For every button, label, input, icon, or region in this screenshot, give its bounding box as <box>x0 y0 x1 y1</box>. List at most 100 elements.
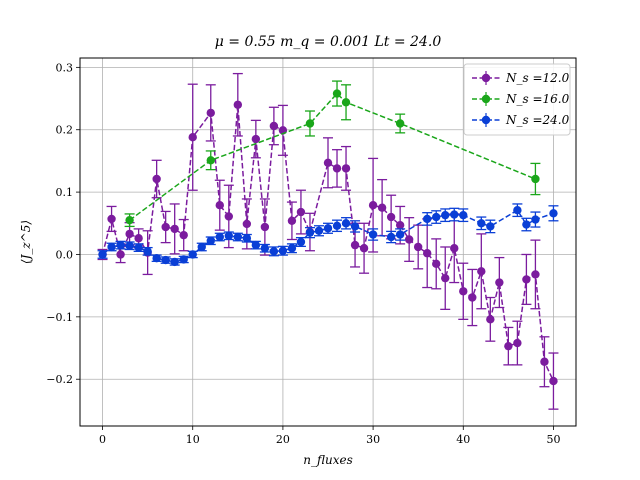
legend-marker <box>481 115 491 125</box>
data-point <box>134 234 143 243</box>
data-point <box>296 237 306 247</box>
data-point <box>269 247 279 256</box>
data-point <box>395 220 405 230</box>
data-point <box>116 240 125 250</box>
tick-layer: 0 10 20 30 40 50 −0.2 −0.1 0.0 0.1 0.2 0.3 <box>46 61 560 446</box>
series-0 <box>97 72 559 410</box>
data-point <box>341 98 351 107</box>
data-point <box>296 207 306 217</box>
legend-entry-0: N_s =12.0 <box>472 71 570 85</box>
data-point <box>441 273 450 283</box>
data-point <box>242 219 252 229</box>
data-point <box>98 250 107 259</box>
data-point <box>224 231 233 240</box>
data-point <box>143 247 152 256</box>
series-layer <box>97 72 559 410</box>
data-point <box>152 174 161 184</box>
data-point <box>377 203 387 212</box>
data-point <box>423 249 432 258</box>
data-point <box>287 244 297 253</box>
data-point <box>432 212 441 222</box>
y-tick-label: −0.1 <box>46 311 73 324</box>
data-point <box>188 250 197 259</box>
legend-label: N_s =16.0 <box>505 92 570 106</box>
x-axis-label: n_fluxes <box>303 453 353 467</box>
data-point <box>260 244 270 253</box>
data-point <box>134 243 143 252</box>
legend-entry-1: N_s =16.0 <box>472 92 570 106</box>
legend-label: N_s =24.0 <box>505 113 570 127</box>
data-point <box>386 232 396 242</box>
data-point <box>341 164 351 173</box>
data-point <box>332 89 342 98</box>
data-point <box>486 315 495 324</box>
legend-marker <box>481 94 491 104</box>
data-point <box>233 100 243 109</box>
x-tick-label: 0 <box>99 433 106 446</box>
chart-title: μ = 0.55 m_q = 0.001 Lt = 24.0 <box>215 34 442 50</box>
data-point <box>350 240 360 250</box>
data-point <box>161 255 170 265</box>
data-point <box>188 133 197 142</box>
x-tick-label: 50 <box>546 433 560 446</box>
data-point <box>206 236 215 245</box>
data-point <box>450 244 459 253</box>
data-point <box>540 357 549 366</box>
data-point <box>269 121 279 131</box>
data-point <box>468 293 477 302</box>
data-point <box>251 240 261 250</box>
data-point <box>179 230 188 240</box>
data-point <box>350 222 360 231</box>
data-point <box>495 278 504 287</box>
data-point <box>314 226 324 235</box>
data-point <box>459 210 468 220</box>
legend-label: N_s =12.0 <box>505 71 570 85</box>
data-point <box>504 341 513 351</box>
data-point <box>116 250 125 259</box>
y-tick-label: −0.2 <box>46 373 73 386</box>
data-point <box>531 174 540 184</box>
data-point <box>386 212 396 222</box>
data-point <box>413 242 423 252</box>
data-point <box>305 119 315 128</box>
data-point <box>107 242 116 252</box>
data-point <box>323 158 333 167</box>
data-point <box>459 287 468 296</box>
data-point <box>513 338 522 348</box>
data-point <box>323 224 333 233</box>
data-point <box>161 222 170 232</box>
data-point <box>197 242 206 252</box>
data-point <box>215 201 224 210</box>
data-point <box>206 156 215 165</box>
data-point <box>287 216 297 225</box>
data-point <box>404 235 414 244</box>
data-point <box>368 201 378 210</box>
data-point <box>170 224 179 234</box>
data-point <box>531 270 540 279</box>
data-point <box>278 246 288 255</box>
y-axis-label: ⟨J_z^5⟩ <box>19 220 33 264</box>
data-point <box>152 254 161 263</box>
data-point <box>332 164 342 173</box>
data-point <box>368 230 378 239</box>
data-point <box>477 219 486 228</box>
data-point <box>531 215 540 224</box>
x-tick-label: 30 <box>366 433 380 446</box>
data-point <box>170 257 179 267</box>
legend-entry-2: N_s =24.0 <box>472 113 570 127</box>
data-point <box>206 108 215 118</box>
data-point <box>423 214 432 224</box>
x-tick-label: 10 <box>186 433 200 446</box>
data-point <box>549 209 558 218</box>
data-point <box>341 219 351 228</box>
data-point <box>395 230 405 239</box>
data-point <box>224 212 233 221</box>
data-point <box>179 255 188 264</box>
data-point <box>125 229 134 239</box>
legend-marker <box>481 73 491 83</box>
legend: N_s =12.0 N_s =16.0 N_s =24.0 <box>463 63 571 136</box>
data-point <box>125 241 134 250</box>
legend-box <box>463 63 571 136</box>
data-point <box>450 210 459 219</box>
